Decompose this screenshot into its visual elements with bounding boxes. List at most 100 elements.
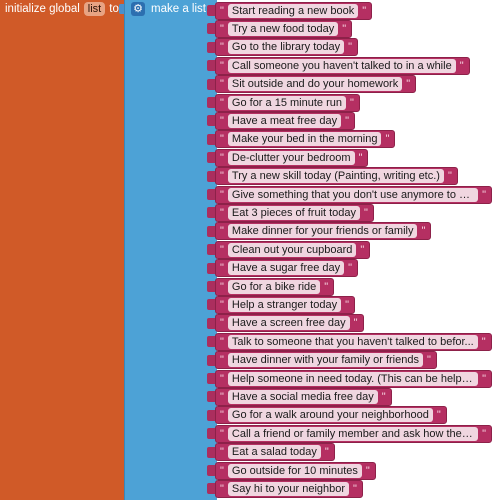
list-item: " Go to the library today " — [207, 38, 359, 57]
list-item: " Try a new food today " — [207, 19, 353, 38]
text-string-block[interactable]: " De-clutter your bedroom " — [215, 148, 369, 167]
close-quote: " — [381, 390, 386, 403]
text-value-field[interactable]: Sit outside and do your homework — [227, 77, 403, 92]
text-value-field[interactable]: Have a screen free day — [227, 316, 350, 331]
text-string-block[interactable]: " Call someone you haven't talked to in a… — [215, 56, 470, 75]
text-string-block[interactable]: " Talk to someone that you haven't talked… — [215, 332, 492, 351]
text-value-field[interactable]: Say hi to your neighbor — [227, 481, 350, 496]
list-item: " Go for a bike ride " — [207, 277, 335, 296]
open-quote: " — [220, 446, 224, 459]
text-string-block[interactable]: " Have a meat free day " — [215, 111, 355, 130]
close-quote: " — [324, 446, 329, 459]
text-string-block[interactable]: " Have a social media free day " — [215, 387, 392, 406]
text-string-block[interactable]: " Call a friend or family member and ask … — [215, 424, 492, 443]
text-value-field[interactable]: Call a friend or family member and ask h… — [227, 426, 479, 441]
text-value-field[interactable]: Help a stranger today — [227, 297, 342, 312]
text-value-field[interactable]: Eat a salad today — [227, 445, 321, 460]
text-value-field[interactable]: Make your bed in the morning — [227, 132, 382, 147]
text-value-field[interactable]: Start reading a new book — [227, 3, 359, 18]
socket-tab — [207, 115, 215, 127]
open-quote: " — [220, 372, 224, 385]
text-string-block[interactable]: " Go for a walk around your neighborhood " — [215, 406, 447, 425]
text-value-field[interactable]: Make dinner for your friends or family — [227, 224, 418, 239]
text-value-field[interactable]: Give something that you don't use anymor… — [227, 187, 479, 202]
open-quote: " — [220, 188, 224, 201]
text-string-block[interactable]: " Give something that you don't use anymo… — [215, 185, 492, 204]
open-quote: " — [220, 78, 224, 91]
text-value-field[interactable]: Go for a 15 minute run — [227, 95, 346, 110]
to-label: to — [109, 3, 119, 15]
text-string-block[interactable]: " Have dinner with your family or friends… — [215, 351, 437, 370]
open-quote: " — [220, 59, 224, 72]
socket-tab — [207, 23, 215, 35]
text-string-block[interactable]: " Go outside for 10 minutes " — [215, 461, 376, 480]
make-a-list-block[interactable]: ⚙ make a list — [124, 0, 217, 500]
text-value-field[interactable]: Try a new skill today (Painting, writing… — [227, 169, 444, 184]
text-value-field[interactable]: Clean out your cupboard — [227, 242, 357, 257]
text-string-block[interactable]: " Go to the library today " — [215, 38, 359, 57]
text-string-block[interactable]: " Help a stranger today " — [215, 295, 355, 314]
socket-tab — [207, 483, 215, 495]
text-string-block[interactable]: " Say hi to your neighbor " — [215, 479, 363, 498]
text-string-block[interactable]: " Make your bed in the morning " — [215, 130, 396, 149]
socket-tab — [207, 262, 215, 274]
text-string-block[interactable]: " Eat a salad today " — [215, 443, 335, 462]
text-value-field[interactable]: Have a sugar free day — [227, 261, 345, 276]
text-value-field[interactable]: Have a meat free day — [227, 113, 342, 128]
close-quote: " — [360, 243, 365, 256]
open-quote: " — [220, 114, 224, 127]
list-item: " Clean out your cupboard " — [207, 240, 371, 259]
text-value-field[interactable]: Have a social media free day — [227, 389, 378, 404]
text-string-block[interactable]: " Make dinner for your friends or family " — [215, 222, 432, 241]
init-header: initialize global list to — [0, 0, 119, 18]
text-string-block[interactable]: " Start reading a new book " — [215, 1, 373, 20]
close-quote: " — [385, 133, 390, 146]
list-item: " De-clutter your bedroom " — [207, 148, 369, 167]
socket-tab — [207, 78, 215, 90]
text-string-block[interactable]: " Have a screen free day " — [215, 314, 364, 333]
text-value-field[interactable]: Go for a walk around your neighborhood — [227, 408, 433, 423]
close-quote: " — [324, 280, 329, 293]
text-value-field[interactable]: Talk to someone that you haven't talked … — [227, 334, 478, 349]
close-quote: " — [348, 41, 353, 54]
close-quote: " — [345, 298, 349, 311]
text-string-block[interactable]: " Go for a bike ride " — [215, 277, 335, 296]
text-string-block[interactable]: " Help someone in need today. (This can b… — [215, 369, 492, 388]
socket-tab — [207, 409, 215, 421]
socket-tab — [207, 97, 215, 108]
text-value-field[interactable]: Help someone in need today. (This can be… — [227, 371, 479, 386]
text-value-field[interactable]: Eat 3 pieces of fruit today — [227, 205, 361, 220]
text-value-field[interactable]: Call someone you haven't talked to in a … — [227, 58, 456, 73]
text-string-block[interactable]: " Go for a 15 minute run " — [215, 93, 360, 112]
text-value-field[interactable]: Go to the library today — [227, 40, 345, 55]
close-quote: " — [345, 114, 349, 127]
open-quote: " — [220, 22, 224, 35]
socket-tab — [207, 336, 215, 348]
open-quote: " — [220, 335, 224, 348]
text-string-block[interactable]: " Try a new skill today (Painting, writin… — [215, 167, 458, 186]
text-value-field[interactable]: Have dinner with your family or friends — [227, 353, 423, 368]
initialize-global-block[interactable]: initialize global list to — [0, 0, 126, 500]
text-string-block[interactable]: " Eat 3 pieces of fruit today " — [215, 203, 374, 222]
open-quote: " — [220, 151, 224, 164]
text-string-block[interactable]: " Try a new food today " — [215, 19, 353, 38]
list-item: " Go for a 15 minute run " — [207, 93, 360, 112]
text-string-block[interactable]: " Have a sugar free day " — [215, 259, 359, 278]
text-value-field[interactable]: Go outside for 10 minutes — [227, 463, 362, 478]
variable-name-field[interactable]: list — [83, 2, 106, 16]
socket-tab — [207, 391, 215, 403]
gear-icon[interactable]: ⚙ — [131, 2, 145, 16]
socket-tab — [207, 170, 215, 182]
list-item: " Have a social media free day " — [207, 387, 392, 406]
socket-tab — [207, 244, 215, 256]
text-string-block[interactable]: " Clean out your cupboard " — [215, 240, 371, 259]
text-string-block[interactable]: " Sit outside and do your homework " — [215, 75, 417, 94]
text-value-field[interactable]: Try a new food today — [227, 21, 339, 36]
close-quote: " — [421, 225, 426, 238]
list-item: " Go for a walk around your neighborhood " — [207, 406, 447, 425]
make-a-list-header: ⚙ make a list — [131, 2, 206, 16]
text-value-field[interactable]: Go for a bike ride — [227, 279, 321, 294]
text-value-field[interactable]: De-clutter your bedroom — [227, 150, 355, 165]
close-quote: " — [482, 188, 486, 201]
open-quote: " — [220, 427, 224, 440]
